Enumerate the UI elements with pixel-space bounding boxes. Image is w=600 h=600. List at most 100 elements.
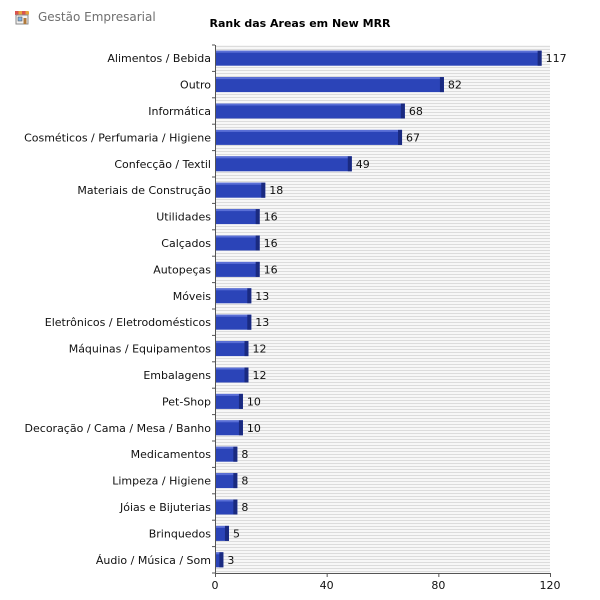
bar-body	[215, 209, 260, 225]
value-label: 13	[255, 316, 269, 329]
store-icon	[14, 9, 30, 25]
bar-end-shade	[255, 261, 260, 277]
bar-body	[215, 182, 266, 198]
value-label: 10	[247, 395, 261, 408]
bar-end-shade	[261, 182, 266, 198]
bar-body	[215, 261, 260, 277]
value-label: 16	[264, 263, 278, 276]
bar-end-shade	[400, 103, 405, 119]
bar	[215, 235, 260, 251]
category-label: Áudio / Música / Som	[96, 554, 211, 567]
category-labels: Alimentos / Bebida Outro Informática Cosmét…	[24, 52, 211, 567]
bar-highlight	[215, 420, 243, 423]
x-ticks: 0 40 80 120	[212, 573, 561, 592]
bar-highlight	[215, 129, 403, 132]
bar-end-shade	[238, 393, 243, 409]
bar	[215, 314, 252, 330]
bar-end-shade	[238, 420, 243, 436]
category-label: Informática	[148, 105, 211, 118]
category-label: Autopeças	[153, 263, 211, 276]
bar	[215, 129, 403, 145]
category-label: Móveis	[173, 290, 212, 303]
value-label: 8	[241, 448, 248, 461]
bar-end-shade	[233, 473, 238, 489]
bar-body	[215, 393, 243, 409]
x-tick-label: 80	[431, 579, 445, 592]
bar-body	[215, 420, 243, 436]
bar-body	[215, 341, 249, 357]
category-label: Decoração / Cama / Mesa / Banho	[25, 422, 212, 435]
category-label: Máquinas / Equipamentos	[69, 343, 212, 356]
app-header: Gestão Empresarial	[14, 8, 156, 26]
bar-body	[215, 156, 352, 172]
bar-body	[215, 103, 405, 119]
bar-body	[215, 473, 238, 489]
bar	[215, 552, 224, 568]
bar-body	[215, 129, 403, 145]
category-label: Brinquedos	[149, 527, 212, 540]
bars-group	[215, 50, 542, 568]
value-label: 12	[253, 343, 267, 356]
bar-highlight	[215, 103, 405, 106]
bar	[215, 499, 238, 515]
value-label: 68	[409, 105, 423, 118]
bar	[215, 525, 229, 541]
value-label: 16	[264, 211, 278, 224]
bar-body	[215, 446, 238, 462]
bar	[215, 182, 266, 198]
value-label: 82	[448, 79, 462, 92]
category-label: Cosméticos / Perfumaria / Higiene	[24, 131, 211, 144]
bar-end-shade	[224, 525, 229, 541]
bar-highlight	[215, 209, 260, 212]
category-label: Calçados	[161, 237, 211, 250]
x-tick-label: 40	[320, 579, 334, 592]
bar-end-shade	[244, 367, 249, 383]
value-label: 67	[406, 131, 420, 144]
bar-highlight	[215, 499, 238, 502]
bar-body	[215, 499, 238, 515]
bar-end-shade	[398, 129, 403, 145]
bar-highlight	[215, 473, 238, 476]
bar	[215, 77, 444, 93]
value-label: 13	[255, 290, 269, 303]
bar-body	[215, 235, 260, 251]
bar	[215, 420, 243, 436]
bar-highlight	[215, 261, 260, 264]
bar-highlight	[215, 314, 252, 317]
category-label: Alimentos / Bebida	[107, 52, 211, 65]
bar	[215, 473, 238, 489]
bar-body	[215, 552, 224, 568]
bar-end-shade	[347, 156, 352, 172]
bar	[215, 367, 249, 383]
value-label: 5	[233, 527, 240, 540]
category-label: Materiais de Construção	[77, 184, 211, 197]
value-label: 18	[269, 184, 283, 197]
value-label: 12	[253, 369, 267, 382]
bar	[215, 156, 352, 172]
bar-end-shade	[439, 77, 444, 93]
bar	[215, 261, 260, 277]
category-label: Pet-Shop	[162, 395, 211, 408]
bar	[215, 446, 238, 462]
value-label: 16	[264, 237, 278, 250]
bar	[215, 103, 405, 119]
value-label: 8	[241, 475, 248, 488]
bar-end-shade	[219, 552, 224, 568]
bar-end-shade	[244, 341, 249, 357]
app-title: Gestão Empresarial	[38, 10, 156, 24]
bar	[215, 341, 249, 357]
bar-end-shade	[247, 288, 252, 304]
bar-end-shade	[255, 235, 260, 251]
category-label: Limpeza / Higiene	[112, 475, 211, 488]
bar-highlight	[215, 235, 260, 238]
x-tick-label: 0	[212, 579, 219, 592]
bar-body	[215, 314, 252, 330]
chart-title: Rank das Areas em New MRR	[209, 17, 391, 30]
category-label: Confecção / Textil	[114, 158, 211, 171]
value-label: 3	[227, 554, 234, 567]
bar-body	[215, 50, 542, 66]
bar-end-shade	[233, 499, 238, 515]
bar-highlight	[215, 393, 243, 396]
